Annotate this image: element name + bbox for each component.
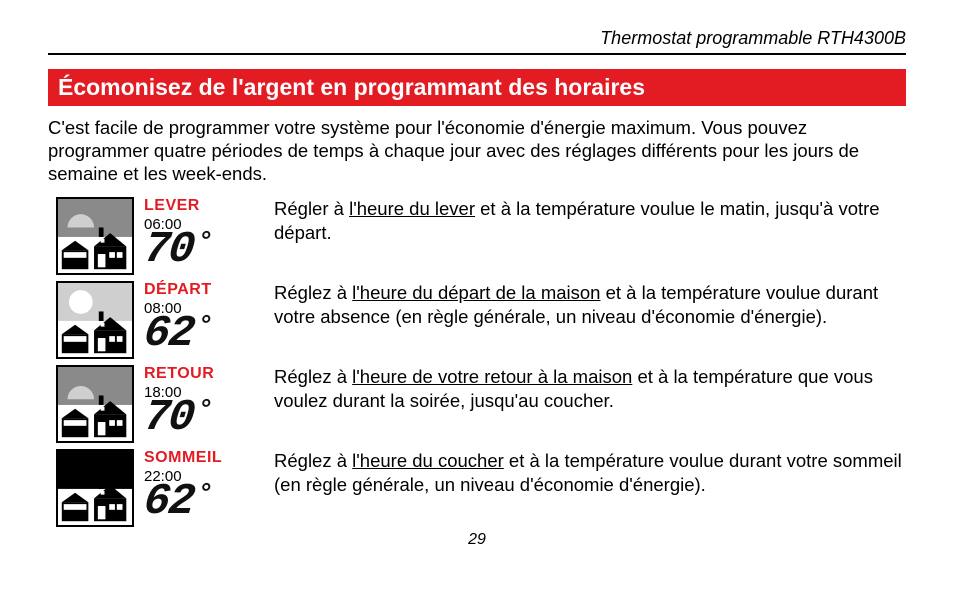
period-row: SOMMEIL 22:00 62° Réglez à l'heure du co… <box>56 449 906 527</box>
page-number: 29 <box>48 531 906 549</box>
period-description: Réglez à l'heure du départ de la maison … <box>274 281 906 327</box>
period-info: RETOUR 18:00 70° <box>144 365 264 439</box>
period-description: Régler à l'heure du lever et à la tempér… <box>274 197 906 243</box>
period-row: RETOUR 18:00 70° Réglez à l'heure de vot… <box>56 365 906 443</box>
night-icon <box>56 449 134 527</box>
period-info: LEVER 06:00 70° <box>144 197 264 271</box>
period-row: DÉPART 08:00 62° Réglez à l'heure du dép… <box>56 281 906 359</box>
periods-list: LEVER 06:00 70° Régler à l'heure du leve… <box>56 197 906 527</box>
period-temperature: 62° <box>142 315 266 355</box>
period-info: DÉPART 08:00 62° <box>144 281 264 355</box>
period-label: RETOUR <box>144 365 264 383</box>
sunrise-icon <box>56 197 134 275</box>
period-temperature: 62° <box>142 483 266 523</box>
period-description: Réglez à l'heure de votre retour à la ma… <box>274 365 906 411</box>
period-description: Réglez à l'heure du coucher et à la temp… <box>274 449 906 495</box>
period-label: SOMMEIL <box>144 449 264 467</box>
day-icon <box>56 281 134 359</box>
section-title: Écomonisez de l'argent en programmant de… <box>48 69 906 106</box>
sunset-icon <box>56 365 134 443</box>
period-temperature: 70° <box>142 399 266 439</box>
period-info: SOMMEIL 22:00 62° <box>144 449 264 523</box>
product-header: Thermostat programmable RTH4300B <box>48 28 906 55</box>
period-row: LEVER 06:00 70° Régler à l'heure du leve… <box>56 197 906 275</box>
period-temperature: 70° <box>142 231 266 271</box>
period-label: LEVER <box>144 197 264 215</box>
intro-paragraph: C'est facile de programmer votre système… <box>48 116 906 185</box>
period-label: DÉPART <box>144 281 264 299</box>
